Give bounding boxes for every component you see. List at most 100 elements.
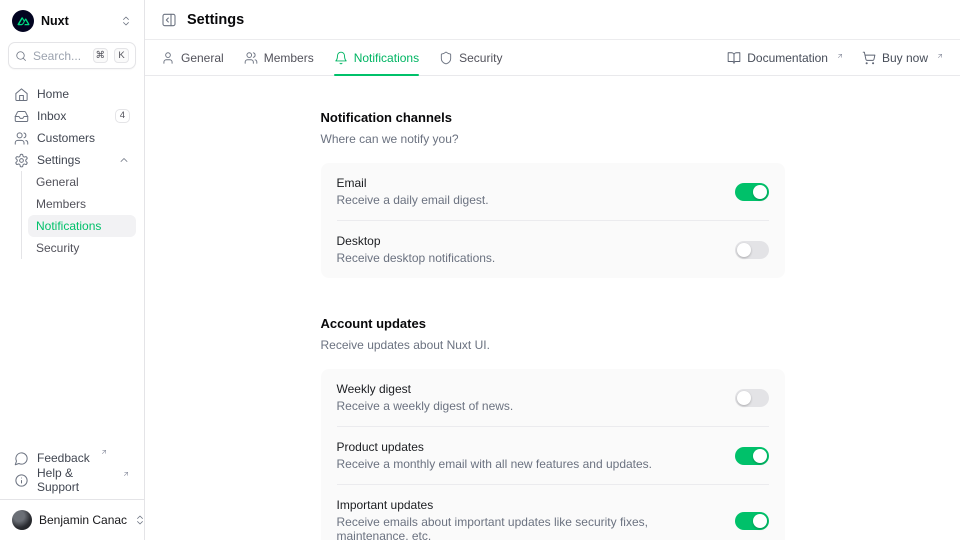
email-toggle[interactable] (734, 182, 769, 201)
bell-icon (334, 51, 348, 65)
search-icon (15, 50, 27, 62)
setting-description: Receive a weekly digest of news. (336, 399, 514, 413)
users-icon (244, 51, 258, 65)
search-input[interactable]: Search... ⌘ K (8, 42, 136, 69)
section-title: Account updates (320, 316, 426, 331)
users-icon (14, 131, 29, 146)
section-title: Notification channels (320, 110, 452, 125)
tab-label: Members (263, 50, 314, 65)
user-name: Benjamin Canac (39, 513, 128, 527)
kbd-k: K (114, 48, 129, 63)
section-description: Receive updates about Nuxt UI. (320, 338, 490, 352)
shield-icon (439, 51, 453, 65)
topbar: Settings (145, 0, 960, 40)
tab-general[interactable]: General (161, 40, 224, 75)
page-title: Settings (187, 11, 245, 28)
settings-card: Weekly digest Receive a weekly digest of… (320, 369, 785, 540)
tab-label: General (181, 50, 224, 65)
setting-label: Desktop (336, 234, 381, 248)
sidebar-item-label: Help & Support (37, 466, 80, 494)
panel-collapse-icon[interactable] (161, 12, 177, 28)
setting-label: Email (336, 176, 367, 190)
important-updates-toggle[interactable] (734, 511, 769, 530)
settings-card: Email Receive a daily email digest. Desk… (320, 163, 785, 278)
tab-label: Notifications (353, 50, 420, 65)
setting-label: Product updates (336, 440, 424, 454)
sidebar-nav: Home Inbox 4 Customers Settings (8, 83, 136, 171)
gear-icon (14, 153, 29, 168)
sidebar-item-general[interactable]: General (28, 171, 136, 193)
section-notification-channels: Notification channels Where can we notif… (320, 110, 785, 278)
setting-description: Receive desktop notifications. (336, 251, 496, 265)
setting-row-desktop: Desktop Receive desktop notifications. (336, 220, 769, 278)
sidebar-item-members[interactable]: Members (28, 193, 136, 215)
action-label: Documentation (747, 50, 828, 65)
section-description: Where can we notify you? (320, 132, 459, 146)
tab-notifications[interactable]: Notifications (333, 40, 420, 76)
setting-row-email: Email Receive a daily email digest. (337, 163, 769, 220)
tabbar: General Members Notifications Security D… (145, 40, 960, 76)
action-label: Buy now (881, 50, 928, 65)
sidebar-subitem-label: Members (36, 197, 87, 211)
cart-icon (862, 51, 876, 65)
book-open-icon (727, 51, 741, 65)
nuxt-logo (12, 10, 34, 32)
sidebar: Nuxt Search... ⌘ K Home Inbox 4 Customer… (0, 0, 145, 540)
kbd-cmd: ⌘ (92, 48, 108, 63)
inbox-icon (14, 109, 29, 124)
sidebar-subitem-label: Notifications (36, 219, 102, 233)
sidebar-item-settings[interactable]: Settings (8, 149, 136, 171)
sidebar-item-label: Inbox (37, 109, 67, 123)
sidebar-subitem-label: Security (36, 241, 80, 255)
setting-description: Receive a monthly email with all new fea… (336, 457, 653, 471)
external-arrow-icon (122, 470, 130, 478)
setting-description: Receive emails about important updates l… (336, 515, 648, 540)
sidebar-item-label: Home (37, 87, 70, 101)
setting-label: Weekly digest (336, 382, 411, 396)
weekly-digest-toggle[interactable] (734, 388, 769, 407)
user-menu[interactable]: Benjamin Canac (8, 508, 143, 532)
chevrons-up-down-icon (120, 15, 132, 27)
sidebar-item-label: Settings (37, 153, 81, 167)
sidebar-subitem-label: General (36, 175, 79, 189)
chevrons-up-down-icon (134, 514, 146, 526)
search-placeholder: Search... (33, 48, 82, 63)
setting-label: Important updates (336, 498, 434, 512)
setting-description: Receive a daily email digest. (336, 193, 489, 207)
header-actions: Documentation Buy now (727, 51, 944, 65)
external-arrow-icon (836, 52, 844, 60)
sidebar-footer-links: Feedback Help & Support (8, 447, 136, 494)
external-arrow-icon (936, 52, 944, 60)
home-icon (14, 87, 29, 102)
sidebar-item-home[interactable]: Home (8, 83, 136, 105)
setting-row-weekly-digest: Weekly digest Receive a weekly digest of… (337, 369, 769, 426)
tab-security[interactable]: Security (439, 40, 502, 75)
setting-row-important-updates: Important updates Receive emails about i… (336, 484, 769, 540)
buy-now-button[interactable]: Buy now (862, 51, 944, 65)
setting-row-product-updates: Product updates Receive a monthly email … (336, 426, 769, 484)
content: Notification channels Where can we notif… (145, 76, 960, 540)
avatar (12, 510, 32, 530)
documentation-button[interactable]: Documentation (727, 51, 844, 65)
product-updates-toggle[interactable] (734, 446, 769, 465)
chevron-up-icon (118, 154, 130, 166)
desktop-toggle[interactable] (734, 240, 769, 259)
main-area: Settings General Members Notifications S… (145, 0, 960, 540)
tab-members[interactable]: Members (244, 40, 314, 75)
sidebar-item-notifications[interactable]: Notifications (28, 215, 136, 237)
user-icon (161, 51, 175, 65)
sidebar-link-help-support[interactable]: Help & Support (8, 466, 136, 494)
section-account-updates: Account updates Receive updates about Nu… (320, 316, 785, 540)
sidebar-item-inbox[interactable]: Inbox 4 (8, 105, 136, 127)
sidebar-link-feedback[interactable]: Feedback (8, 447, 136, 469)
divider (0, 499, 144, 500)
message-bubble-icon (14, 451, 29, 466)
sidebar-item-customers[interactable]: Customers (8, 127, 136, 149)
tab-label: Security (459, 50, 503, 65)
settings-subnav: General Members Notifications Security (21, 171, 136, 259)
tabs: General Members Notifications Security (161, 40, 502, 76)
workspace-name: Nuxt (41, 14, 69, 28)
external-arrow-icon (100, 448, 108, 456)
workspace-switcher[interactable]: Nuxt (8, 8, 136, 34)
sidebar-item-security[interactable]: Security (28, 237, 136, 259)
